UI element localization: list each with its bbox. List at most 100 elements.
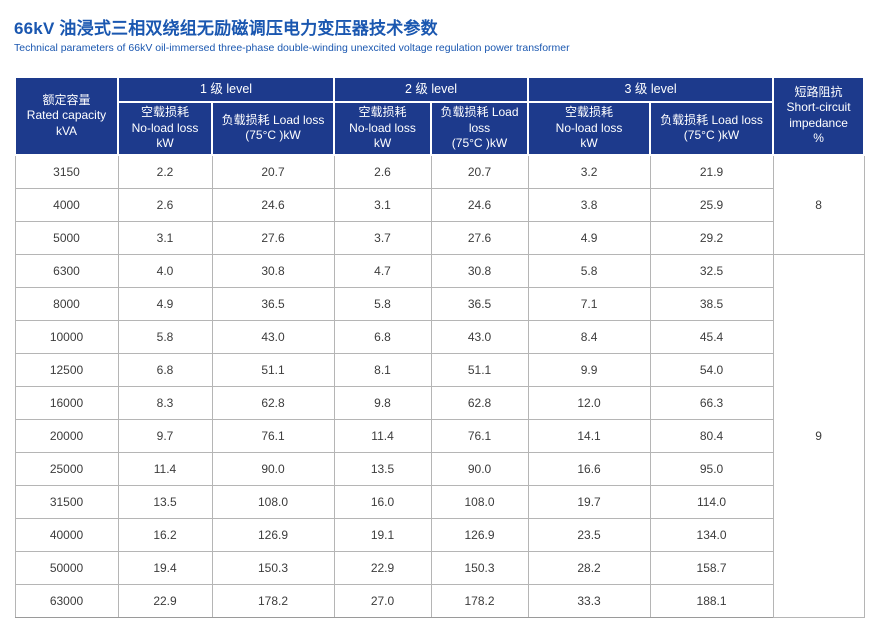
- header-row-measures: 空载损耗 No-load loss kW 负载损耗 Load loss (75°…: [15, 101, 864, 156]
- cell-value: 51.1: [430, 352, 529, 387]
- cell-value: 134.0: [649, 517, 774, 552]
- header-line: 短路阻抗: [794, 84, 843, 99]
- header-line: kVA: [55, 123, 78, 138]
- cell-value: 5.8: [527, 253, 651, 288]
- header-line: %: [813, 131, 824, 146]
- cell-capacity: 50000: [14, 550, 119, 585]
- cell-value: 76.1: [430, 418, 529, 453]
- cell-value: 45.4: [649, 319, 774, 354]
- table-row: 10000 5.8 43.0 6.8 43.0 8.4 45.4: [14, 319, 864, 354]
- header-l2-load-loss: 负载损耗 Load loss (75°C )kW: [430, 101, 530, 156]
- cell-capacity: 6300: [14, 253, 119, 288]
- cell-value: 22.9: [333, 550, 432, 585]
- header-line: 空载损耗: [358, 105, 407, 119]
- header-line: (75°C )kW: [683, 128, 740, 143]
- cell-value: 11.4: [333, 418, 432, 453]
- header-line: 额定容量: [42, 92, 91, 107]
- cell-value: 6.8: [117, 352, 213, 387]
- cell-value: 19.7: [527, 484, 651, 519]
- table-row: 40000 16.2 126.9 19.1 126.9 23.5 134.0: [14, 517, 864, 552]
- cell-capacity: 4000: [14, 187, 119, 222]
- header-l1-load-loss: 负载损耗 Load loss (75°C )kW: [210, 101, 336, 156]
- cell-value: 24.6: [211, 187, 335, 222]
- cell-value: 4.7: [333, 253, 432, 288]
- cell-value: 178.2: [430, 583, 529, 618]
- cell-value: 9.8: [333, 385, 432, 420]
- cell-capacity: 20000: [14, 418, 119, 453]
- header-line: 负载损耗 Load loss: [221, 112, 325, 127]
- cell-value: 7.1: [527, 286, 651, 321]
- cell-value: 30.8: [211, 253, 335, 288]
- cell-value: 114.0: [649, 484, 774, 519]
- cell-value: 38.5: [649, 286, 774, 321]
- cell-value: 43.0: [211, 319, 335, 354]
- cell-value: 158.7: [649, 550, 774, 585]
- cell-value: 16.2: [117, 517, 213, 552]
- cell-capacity: 8000: [14, 286, 119, 321]
- cell-capacity: 63000: [14, 583, 119, 618]
- cell-value: 29.2: [649, 220, 774, 255]
- table-row: 6300 4.0 30.8 4.7 30.8 5.8 32.5 9: [14, 253, 865, 618]
- table-row: 20000 9.7 76.1 11.4 76.1 14.1 80.4: [14, 418, 864, 453]
- cell-value: 90.0: [430, 451, 529, 486]
- cell-value: 4.9: [117, 286, 213, 321]
- cell-value: 3.7: [333, 220, 432, 255]
- cell-value: 2.6: [117, 187, 213, 222]
- cell-value: 22.9: [117, 583, 213, 618]
- cell-value: 30.8: [430, 253, 529, 288]
- header-line: No-load loss: [555, 120, 623, 135]
- cell-value: 188.1: [649, 583, 774, 618]
- table-row: 50000 19.4 150.3 22.9 150.3 28.2 158.7: [14, 550, 864, 585]
- header-level-1: 1 级 level: [116, 76, 336, 103]
- cell-capacity: 3150: [14, 154, 119, 189]
- cell-value: 32.5: [649, 253, 774, 288]
- cell-capacity: 31500: [14, 484, 119, 519]
- cell-value: 126.9: [211, 517, 335, 552]
- header-line: (75°C )kW: [245, 128, 301, 143]
- cell-value: 3.8: [527, 187, 651, 222]
- header-rated-capacity: 额定容量 Rated capacity kVA: [14, 76, 119, 156]
- cell-value: 62.8: [211, 385, 335, 420]
- cell-value: 24.6: [430, 187, 529, 222]
- table-row: 63000 22.9 178.2 27.0 178.2 33.3 188.1: [14, 583, 864, 618]
- cell-value: 43.0: [430, 319, 529, 354]
- cell-value: 66.3: [649, 385, 774, 420]
- cell-value: 3.1: [333, 187, 432, 222]
- cell-value: 14.1: [527, 418, 651, 453]
- cell-impedance-group-2: 9: [772, 253, 865, 618]
- cell-value: 16.6: [527, 451, 651, 486]
- header-line: (75°C )kW: [451, 136, 508, 150]
- cell-value: 27.0: [333, 583, 432, 618]
- header-line: 负载损耗 Load loss: [660, 112, 763, 127]
- cell-value: 4.0: [117, 253, 213, 288]
- cell-impedance-group-1: 8: [772, 154, 865, 255]
- table-body: 3150 2.2 20.7 2.6 20.7 3.2 21.9 8 4000 2…: [14, 154, 865, 618]
- cell-value: 23.5: [527, 517, 651, 552]
- cell-capacity: 10000: [14, 319, 119, 354]
- header-line: impedance: [789, 115, 848, 130]
- header-l1-no-load-loss: 空载损耗 No-load loss kW: [117, 101, 213, 156]
- cell-value: 4.9: [527, 220, 651, 255]
- cell-value: 2.2: [117, 154, 213, 189]
- cell-value: 90.0: [211, 451, 335, 486]
- cell-value: 19.1: [333, 517, 432, 552]
- header-line: No-load loss: [349, 120, 416, 135]
- header-l3-no-load-loss: 空载损耗 No-load loss kW: [527, 101, 652, 156]
- table-header: 额定容量 Rated capacity kVA 1 级 level 2 级 le…: [14, 76, 866, 156]
- cell-value: 5.8: [117, 319, 213, 354]
- header-level-3: 3 级 level: [527, 76, 775, 103]
- table-row: 3150 2.2 20.7 2.6 20.7 3.2 21.9 8: [14, 154, 865, 255]
- cell-value: 16.0: [333, 484, 432, 519]
- header-l2-no-load-loss: 空载损耗 No-load loss kW: [333, 101, 433, 156]
- table-row: 12500 6.8 51.1 8.1 51.1 9.9 54.0: [14, 352, 864, 387]
- cell-value: 95.0: [649, 451, 774, 486]
- header-line: kW: [156, 136, 174, 150]
- page-title: 66kV 油浸式三相双绕组无励磁调压电力变压器技术参数: [14, 19, 438, 38]
- cell-value: 3.1: [117, 220, 213, 255]
- cell-value: 62.8: [430, 385, 529, 420]
- cell-value: 36.5: [430, 286, 529, 321]
- table-row: 5000 3.1 27.6 3.7 27.6 4.9 29.2: [14, 220, 864, 255]
- cell-value: 80.4: [649, 418, 774, 453]
- header-l3-load-loss: 负载损耗 Load loss (75°C )kW: [649, 101, 775, 156]
- cell-value: 12.0: [527, 385, 651, 420]
